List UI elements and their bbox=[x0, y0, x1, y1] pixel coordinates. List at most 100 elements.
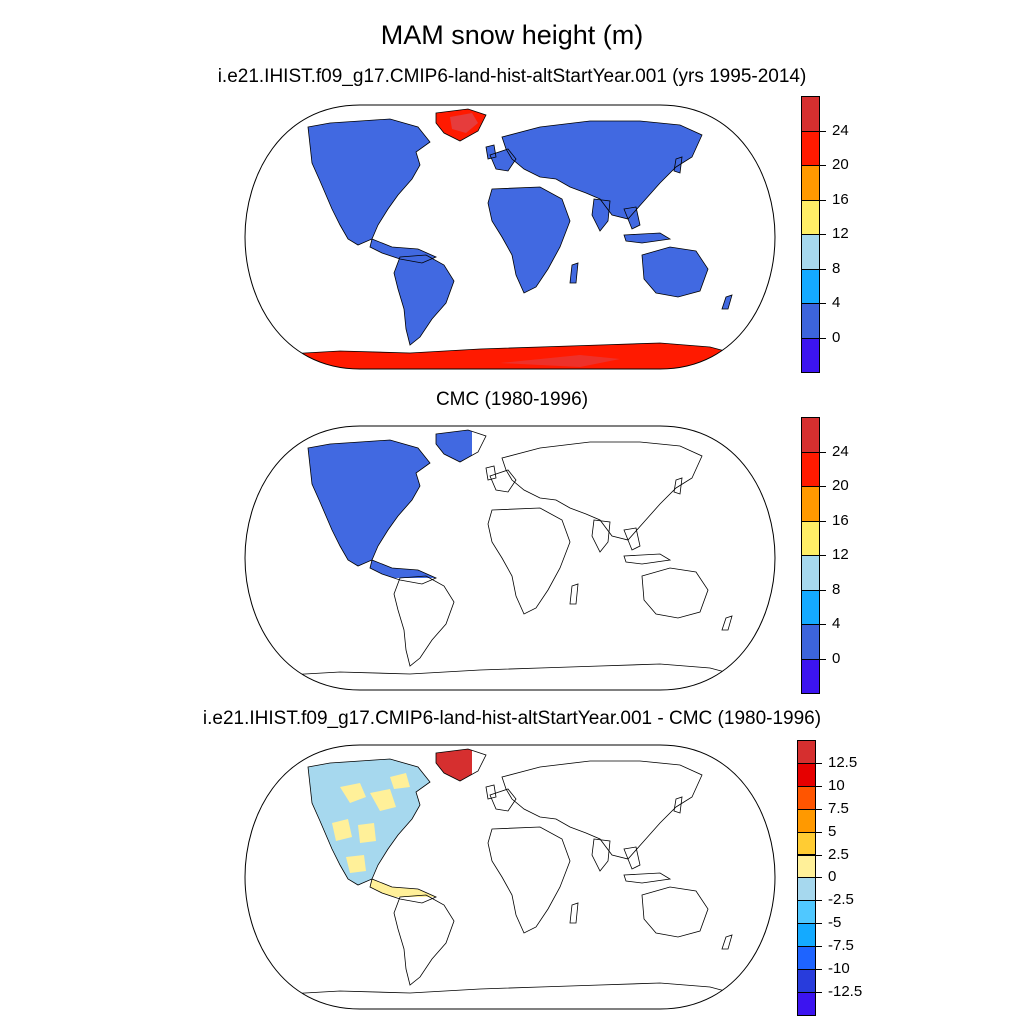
colorbar-swatch bbox=[801, 486, 820, 522]
land-fill-greenland bbox=[436, 430, 472, 462]
colorbar-tick bbox=[820, 658, 826, 660]
colorbar-swatch bbox=[801, 234, 820, 270]
colorbar-label: -5 bbox=[828, 914, 842, 932]
colorbar-tick bbox=[820, 303, 826, 304]
land-fill-antarctica bbox=[270, 343, 740, 369]
land-fill-seAsia bbox=[624, 207, 640, 229]
panel-2-map bbox=[240, 418, 780, 698]
colorbar-label: 2.5 bbox=[828, 845, 849, 863]
land-fill-northAmerica bbox=[308, 759, 430, 885]
colorbar-label: 4 bbox=[832, 615, 841, 632]
colorbar-tick bbox=[820, 555, 826, 556]
colorbar-tick bbox=[820, 337, 826, 339]
coastline-australia bbox=[641, 246, 709, 298]
colorbar-tick bbox=[820, 624, 826, 625]
colorbar-label: 16 bbox=[832, 190, 849, 208]
coastline-indonesia bbox=[623, 232, 672, 244]
colorbar-swatch bbox=[801, 417, 820, 453]
colorbar-tick bbox=[816, 946, 822, 948]
coastline-newZealand bbox=[721, 934, 733, 950]
colorbar-swatch bbox=[801, 96, 820, 132]
panel-1-subtitle: i.e21.IHIST.f09_g17.CMIP6-land-hist-altS… bbox=[217, 66, 807, 87]
colorbar-label: 12 bbox=[832, 225, 849, 242]
colorbar-tick bbox=[820, 165, 826, 166]
colorbar-swatch bbox=[801, 658, 820, 694]
positive-anomaly-patch bbox=[370, 789, 396, 811]
colorbar-tick bbox=[816, 762, 822, 764]
coastline-eurasia bbox=[501, 441, 703, 541]
coastline-antarctica bbox=[269, 982, 741, 1009]
coastline-southAmerica bbox=[393, 254, 455, 346]
colorbar-swatch bbox=[801, 520, 820, 556]
colorbar-tick bbox=[820, 234, 826, 235]
colorbar-tick bbox=[820, 486, 826, 487]
colorbar-label: 8 bbox=[832, 259, 841, 277]
colorbar-swatch bbox=[801, 451, 820, 487]
colorbar-label: 20 bbox=[832, 477, 849, 494]
coastline-africa bbox=[487, 186, 571, 294]
colorbar-swatch bbox=[797, 900, 816, 925]
panel-1-map bbox=[240, 97, 780, 377]
coastline-northAmerica bbox=[307, 758, 431, 886]
colorbar-swatch bbox=[797, 785, 816, 810]
coastline-greenland bbox=[435, 429, 487, 463]
colorbar-label: 7.5 bbox=[828, 799, 849, 817]
coastline-japan bbox=[673, 156, 683, 174]
colorbar-label: 0 bbox=[832, 649, 841, 667]
coastline-australia bbox=[641, 886, 709, 938]
land-fill-australia bbox=[642, 247, 708, 297]
colorbar-tick bbox=[816, 785, 822, 787]
colorbar-swatch bbox=[801, 303, 820, 339]
colorbar-swatch bbox=[801, 555, 820, 591]
colorbar-label: 20 bbox=[832, 156, 849, 173]
land-fill-newZealand bbox=[722, 295, 732, 309]
coastline-seAsia bbox=[623, 527, 641, 551]
colorbar-swatch bbox=[797, 762, 816, 787]
land-fill-india bbox=[592, 199, 610, 231]
coastline-antarctica bbox=[269, 342, 741, 369]
coastline-seAsia bbox=[623, 206, 641, 230]
coastline-japan bbox=[673, 477, 683, 495]
colorbar-swatch bbox=[801, 624, 820, 660]
world-map-difference bbox=[244, 744, 776, 1010]
colorbar-label: 0 bbox=[828, 868, 837, 886]
coastline-centralAmerica bbox=[369, 559, 437, 585]
panel-2-subtitle: CMC (1980-1996) bbox=[435, 389, 589, 410]
colorbar-tick bbox=[816, 831, 822, 833]
coastline-greenland bbox=[435, 748, 487, 782]
land-fill-northAmerica bbox=[308, 440, 430, 566]
colorbar-tick bbox=[820, 199, 826, 201]
colorbar-label: -7.5 bbox=[828, 937, 854, 955]
positive-anomaly-patch bbox=[332, 819, 352, 841]
coastline-seAsia bbox=[623, 846, 641, 870]
colorbar-swatch bbox=[797, 969, 816, 993]
colorbar-tick bbox=[816, 923, 822, 925]
colorbar-swatch bbox=[797, 854, 816, 879]
colorbar-swatch bbox=[801, 199, 820, 235]
coastline-indonesia bbox=[623, 872, 672, 884]
colorbar-swatch bbox=[801, 130, 820, 166]
colorbar-tick bbox=[820, 130, 826, 132]
colorbar-label: 24 bbox=[832, 442, 849, 460]
coastline-india bbox=[591, 519, 611, 553]
panel-3-map bbox=[240, 737, 780, 1017]
colorbar-tick bbox=[816, 808, 822, 810]
colorbar-tick bbox=[816, 877, 822, 879]
map-boundary bbox=[244, 744, 776, 1010]
colorbar-swatch bbox=[797, 877, 816, 902]
colorbar-swatch bbox=[797, 991, 816, 1016]
colorbar-label: -2.5 bbox=[828, 891, 854, 909]
coastline-madagascar bbox=[569, 583, 579, 605]
colorbar-label: 5 bbox=[828, 822, 837, 840]
coastline-india bbox=[591, 198, 611, 232]
coastline-centralAmerica bbox=[369, 878, 437, 904]
colorbar-tick bbox=[816, 969, 822, 970]
positive-anomaly-patch bbox=[340, 783, 366, 803]
coastline-eurasia bbox=[501, 760, 703, 860]
colorbar-label: 10 bbox=[828, 776, 845, 794]
coastline-britain bbox=[485, 465, 497, 481]
coastline-europeW bbox=[489, 148, 517, 172]
colorbar-swatch bbox=[797, 923, 816, 948]
coastline-southAmerica bbox=[393, 894, 455, 986]
coastline-northAmerica bbox=[307, 439, 431, 567]
